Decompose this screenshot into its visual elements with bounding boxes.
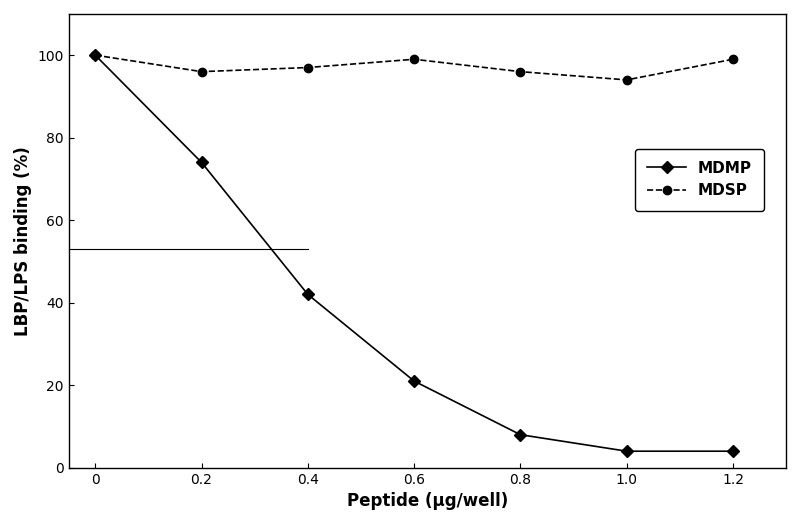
MDSP (303, 64, 313, 71)
MDMP (197, 159, 206, 166)
MDMP (90, 52, 100, 58)
Line: MDSP: MDSP (91, 51, 737, 84)
MDSP (197, 69, 206, 75)
Line: MDMP: MDMP (91, 51, 737, 455)
MDSP (622, 77, 631, 83)
MDMP (728, 448, 738, 454)
MDMP (410, 378, 419, 384)
Y-axis label: LBP/LPS binding (%): LBP/LPS binding (%) (14, 146, 32, 336)
MDSP (515, 69, 525, 75)
MDSP (410, 56, 419, 62)
MDSP (90, 52, 100, 58)
MDMP (515, 432, 525, 438)
X-axis label: Peptide (μg/well): Peptide (μg/well) (346, 492, 508, 510)
Legend: MDMP, MDSP: MDMP, MDSP (635, 149, 764, 211)
MDMP (622, 448, 631, 454)
MDMP (303, 291, 313, 298)
MDSP (728, 56, 738, 62)
